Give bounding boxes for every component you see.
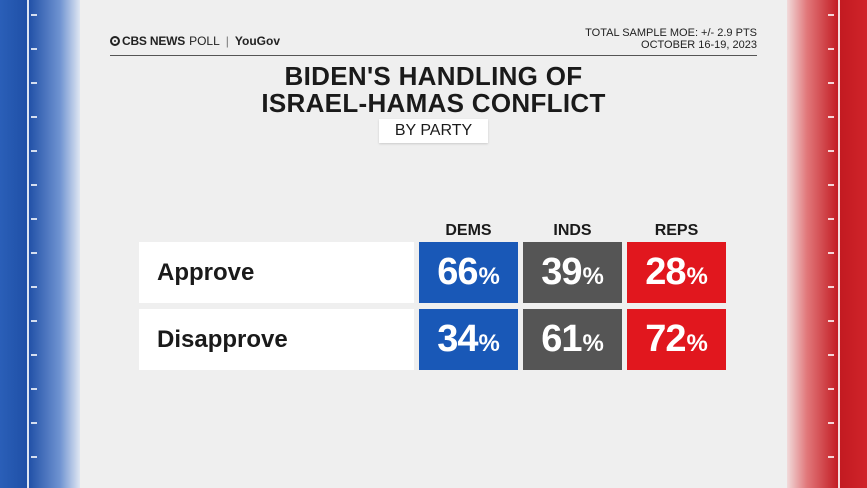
row-label-disapprove: Disapprove (139, 309, 414, 370)
title-line-2: ISRAEL-HAMAS CONFLICT (261, 88, 606, 118)
cell-approve-dems: 66% (419, 242, 518, 303)
decorative-tick (31, 184, 37, 186)
decorative-tick (31, 82, 37, 84)
cell-disapprove-dems: 34% (419, 309, 518, 370)
chart-title: BIDEN'S HANDLING OF ISRAEL-HAMAS CONFLIC… (0, 63, 867, 117)
decorative-tick (828, 184, 834, 186)
percent-sign: % (582, 329, 604, 357)
left-ticks (31, 0, 39, 488)
cell-approve-inds: 39% (523, 242, 622, 303)
decorative-tick (31, 456, 37, 458)
left-decorative-bar (0, 0, 80, 488)
decorative-tick (828, 286, 834, 288)
decorative-tick (31, 218, 37, 220)
decorative-tick (828, 14, 834, 16)
cbs-eye-icon (110, 36, 120, 46)
decorative-tick (31, 320, 37, 322)
percent-sign: % (478, 329, 500, 357)
chart-subtitle: BY PARTY (378, 119, 489, 143)
decorative-tick (828, 422, 834, 424)
percent-sign: % (686, 262, 708, 290)
decorative-tick (828, 320, 834, 322)
subtitle-wrap: BY PARTY (0, 119, 867, 143)
decorative-tick (31, 116, 37, 118)
decorative-tick (828, 48, 834, 50)
right-decorative-bar (787, 0, 867, 488)
percent-sign: % (686, 329, 708, 357)
row-label-approve: Approve (139, 242, 414, 303)
decorative-tick (828, 82, 834, 84)
decorative-tick (828, 150, 834, 152)
right-ticks (828, 0, 836, 488)
decorative-tick (31, 14, 37, 16)
decorative-tick (31, 150, 37, 152)
value-disapprove-reps: 72 (645, 318, 686, 360)
brand-text: CBS NEWS (122, 34, 186, 48)
decorative-tick (31, 422, 37, 424)
dates-text: OCTOBER 16-19, 2023 (641, 39, 757, 51)
decorative-tick (31, 286, 37, 288)
poll-text: POLL (189, 34, 220, 48)
partner-text: YouGov (234, 34, 281, 48)
decorative-tick (828, 252, 834, 254)
column-header-dems: DEMS (445, 222, 492, 239)
title-line-1: BIDEN'S HANDLING OF (284, 61, 583, 91)
right-stripe-line (838, 0, 840, 488)
value-disapprove-inds: 61 (541, 318, 582, 360)
decorative-tick (31, 252, 37, 254)
column-header-reps: REPS (654, 222, 699, 239)
percent-sign: % (582, 262, 604, 290)
decorative-tick (828, 116, 834, 118)
left-stripe-line (27, 0, 29, 488)
value-approve-reps: 28 (645, 251, 686, 293)
decorative-tick (828, 456, 834, 458)
value-approve-dems: 66 (437, 251, 478, 293)
value-disapprove-dems: 34 (437, 318, 478, 360)
decorative-tick (828, 218, 834, 220)
percent-sign: % (478, 262, 500, 290)
moe-text: TOTAL SAMPLE MOE: +/- 2.9 PTS (585, 27, 757, 39)
logo-separator: | (225, 34, 229, 48)
decorative-tick (31, 388, 37, 390)
decorative-tick (828, 354, 834, 356)
value-approve-inds: 39 (541, 251, 582, 293)
cell-disapprove-reps: 72% (627, 309, 726, 370)
decorative-tick (31, 48, 37, 50)
header-rule (110, 55, 757, 56)
cell-disapprove-inds: 61% (523, 309, 622, 370)
cbs-yougov-logo: CBS NEWS POLL | YouGov (110, 34, 280, 48)
cell-approve-reps: 28% (627, 242, 726, 303)
sample-info: TOTAL SAMPLE MOE: +/- 2.9 PTS OCTOBER 16… (585, 27, 757, 51)
decorative-tick (828, 388, 834, 390)
decorative-tick (31, 354, 37, 356)
column-header-inds: INDS (553, 222, 592, 239)
